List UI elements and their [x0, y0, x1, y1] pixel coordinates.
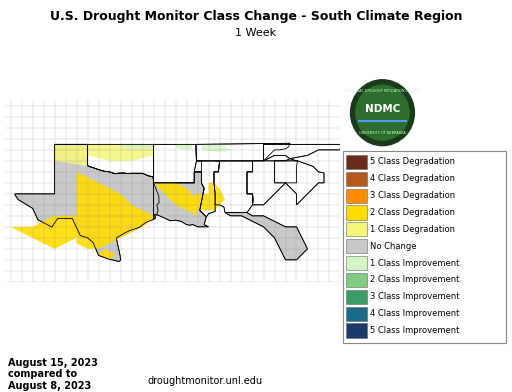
Text: 1 Week: 1 Week — [236, 28, 276, 38]
Polygon shape — [15, 144, 159, 261]
Polygon shape — [120, 144, 154, 150]
Text: 3 Class Improvement: 3 Class Improvement — [370, 292, 460, 301]
Polygon shape — [225, 212, 308, 260]
Polygon shape — [202, 144, 230, 152]
Polygon shape — [55, 144, 154, 161]
Polygon shape — [208, 183, 225, 205]
Text: No Change: No Change — [370, 242, 417, 250]
Text: UNIVERSITY OF NEBRASKA: UNIVERSITY OF NEBRASKA — [359, 131, 406, 135]
Polygon shape — [153, 144, 201, 183]
Text: droughtmonitor.unl.edu: droughtmonitor.unl.edu — [147, 376, 262, 386]
Circle shape — [351, 80, 414, 146]
Text: 1 Class Improvement: 1 Class Improvement — [370, 259, 460, 267]
Polygon shape — [11, 216, 77, 249]
Polygon shape — [55, 150, 88, 166]
Text: 5 Class Improvement: 5 Class Improvement — [370, 326, 460, 335]
Polygon shape — [99, 249, 115, 260]
Text: August 15, 2023
compared to
August 8, 2023: August 15, 2023 compared to August 8, 20… — [8, 358, 98, 391]
Polygon shape — [274, 161, 324, 205]
Polygon shape — [186, 194, 220, 211]
Polygon shape — [196, 143, 290, 161]
Polygon shape — [77, 172, 157, 249]
Polygon shape — [176, 144, 192, 150]
Polygon shape — [194, 161, 220, 217]
Text: NDMC: NDMC — [365, 103, 400, 114]
Circle shape — [356, 85, 409, 140]
Polygon shape — [264, 144, 340, 161]
Text: 4 Class Improvement: 4 Class Improvement — [370, 309, 460, 318]
Text: 5 Class Degradation: 5 Class Degradation — [370, 158, 455, 166]
Text: 3 Class Degradation: 3 Class Degradation — [370, 191, 455, 200]
Text: U.S. Drought Monitor Class Change - South Climate Region: U.S. Drought Monitor Class Change - Sout… — [50, 10, 462, 23]
Text: 2 Class Improvement: 2 Class Improvement — [370, 276, 460, 284]
Text: NATIONAL DROUGHT MITIGATION CENTER: NATIONAL DROUGHT MITIGATION CENTER — [346, 89, 419, 93]
Polygon shape — [214, 161, 253, 212]
Text: 4 Class Degradation: 4 Class Degradation — [370, 174, 455, 183]
Polygon shape — [55, 144, 154, 177]
Polygon shape — [154, 172, 208, 227]
Polygon shape — [247, 159, 297, 205]
Polygon shape — [154, 183, 198, 216]
Text: 2 Class Degradation: 2 Class Degradation — [370, 208, 455, 217]
Text: 1 Class Degradation: 1 Class Degradation — [370, 225, 455, 234]
